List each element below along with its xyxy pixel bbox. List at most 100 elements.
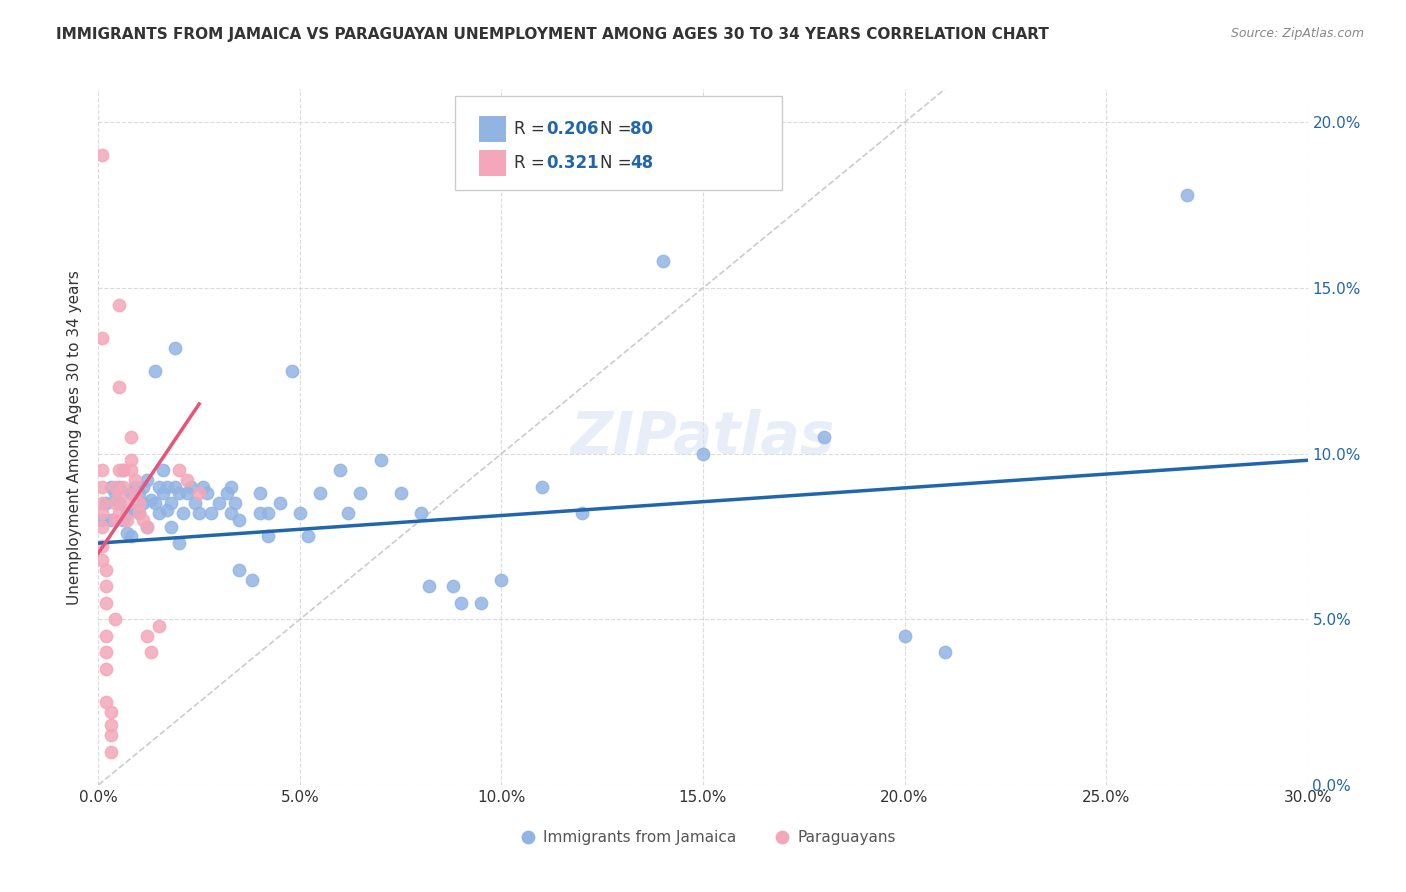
Point (221, 506, 243, 520)
Text: Source: ZipAtlas.com: Source: ZipAtlas.com (1230, 27, 1364, 40)
Point (120, 486, 142, 500)
Point (91, 480, 114, 494)
Point (128, 506, 150, 520)
Point (228, 513, 250, 527)
Point (221, 480, 243, 494)
Point (107, 480, 129, 494)
Point (152, 463, 174, 477)
Point (288, 506, 311, 520)
Point (156, 480, 179, 494)
Point (337, 506, 360, 520)
Point (409, 506, 432, 520)
Point (281, 364, 304, 378)
Point (156, 503, 179, 517)
Point (103, 496, 125, 510)
Point (96, 662, 118, 676)
Point (188, 506, 211, 520)
Point (148, 480, 170, 494)
Point (228, 563, 250, 577)
Point (309, 486, 332, 500)
Point (163, 341, 186, 355)
Point (103, 480, 125, 494)
Point (389, 486, 412, 500)
Point (100, 728, 122, 742)
FancyBboxPatch shape (456, 96, 782, 190)
Point (115, 526, 138, 541)
Point (132, 496, 155, 510)
Point (111, 463, 134, 477)
Point (100, 705, 122, 719)
Point (176, 473, 198, 487)
Text: 48: 48 (630, 154, 654, 172)
Point (195, 486, 218, 500)
Point (96, 695, 118, 709)
Point (124, 486, 146, 500)
Text: ZIPatlas: ZIPatlas (571, 409, 835, 466)
Point (571, 506, 593, 520)
Point (120, 529, 142, 543)
Point (96, 596, 118, 610)
Point (128, 486, 150, 500)
Point (124, 503, 146, 517)
Point (96, 563, 118, 577)
Text: Paraguayans: Paraguayans (797, 830, 896, 845)
Point (249, 506, 271, 520)
Point (208, 496, 231, 510)
FancyBboxPatch shape (479, 150, 506, 177)
Text: Immigrants from Jamaica: Immigrants from Jamaica (543, 830, 737, 845)
Point (120, 463, 142, 477)
Point (91, 463, 114, 477)
Point (96, 579, 118, 593)
Point (148, 619, 170, 633)
Point (124, 480, 146, 494)
Point (249, 486, 271, 500)
Point (256, 506, 278, 520)
Point (188, 486, 211, 500)
Point (180, 480, 202, 494)
Point (692, 447, 714, 461)
Point (132, 513, 155, 527)
Point (91, 331, 114, 345)
Point (115, 506, 138, 520)
Point (418, 579, 440, 593)
Point (135, 473, 157, 487)
Point (100, 745, 122, 759)
Point (111, 463, 134, 477)
Point (120, 453, 142, 467)
Point (349, 486, 371, 500)
Point (107, 380, 129, 394)
Point (530, 480, 553, 494)
Point (200, 506, 222, 520)
Point (107, 463, 129, 477)
Y-axis label: Unemployment Among Ages 30 to 34 years: Unemployment Among Ages 30 to 34 years (67, 269, 83, 605)
Point (115, 513, 138, 527)
Point (96, 629, 118, 643)
Point (143, 364, 166, 378)
Point (128, 496, 150, 510)
Text: 80: 80 (630, 120, 654, 138)
Point (184, 496, 207, 510)
Point (91, 540, 114, 554)
Point (450, 596, 472, 610)
Point (107, 506, 129, 520)
Text: 0.321: 0.321 (546, 154, 599, 172)
Point (176, 486, 198, 500)
Point (91, 148, 114, 162)
Point (491, 573, 513, 587)
Point (167, 463, 190, 477)
Point (370, 453, 392, 467)
Point (329, 463, 352, 477)
Text: R =: R = (515, 154, 550, 172)
Text: N =: N = (600, 120, 637, 138)
Point (172, 506, 194, 520)
Text: R =: R = (515, 120, 550, 138)
Point (96, 645, 118, 659)
Point (143, 496, 166, 510)
Point (103, 612, 125, 626)
Point (96, 496, 118, 510)
Point (934, 645, 956, 659)
Point (167, 536, 190, 550)
Point (1175, 188, 1198, 202)
Point (893, 629, 915, 643)
Point (100, 513, 122, 527)
